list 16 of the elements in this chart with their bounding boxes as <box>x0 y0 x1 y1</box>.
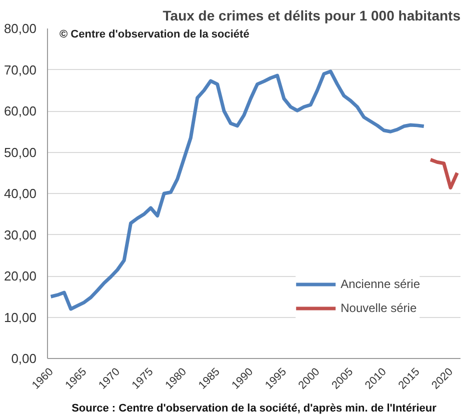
y-tick-label: 20,00 <box>4 268 37 284</box>
chart-title: Taux de crimes et délits pour 1 000 habitants <box>162 8 461 24</box>
source-note: Source : Centre d'observation de la société, d'après min. de l'Intérieur <box>72 402 438 414</box>
y-tick-label: 60,00 <box>4 104 37 118</box>
annotation: © Centre d'observation de la société <box>60 28 250 40</box>
y-tick-label: 10,00 <box>4 310 37 325</box>
y-tick-label: 80,00 <box>4 21 37 36</box>
y-tick-label: 30,00 <box>4 227 37 242</box>
y-tick-label: 0,00 <box>11 351 37 366</box>
legend-label: Ancienne série <box>340 277 420 291</box>
y-tick-label: 40,00 <box>4 186 37 201</box>
y-tick-label: 70,00 <box>4 62 37 78</box>
line-series <box>49 70 426 311</box>
line-series <box>428 158 459 190</box>
y-tick-label: 50,00 <box>4 144 37 160</box>
legend-label: Nouvelle série <box>340 301 417 315</box>
